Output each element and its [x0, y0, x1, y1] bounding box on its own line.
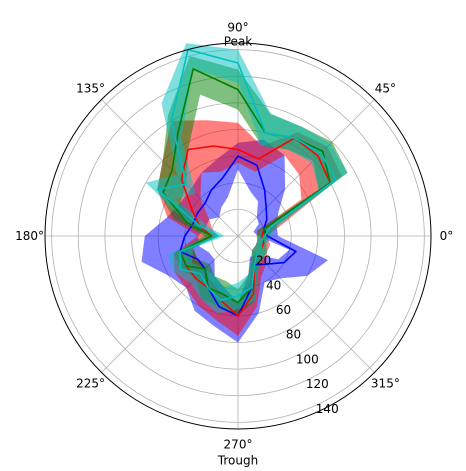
radial-tick-label-120: 120: [306, 377, 329, 391]
radial-tick-label-140: 140: [316, 402, 339, 416]
angle-tick-label-315: 315°: [371, 376, 400, 390]
tick-labels: 0° 45° 90° 135° 180° 225° 270° 315° Peak Trough 20…: [15, 21, 453, 468]
radial-tick-label-100: 100: [296, 352, 319, 366]
radial-tick-label-40: 40: [266, 278, 281, 292]
angular-grid-line-5: [101, 235, 239, 373]
series-0-band: [141, 139, 328, 343]
angle-annotation-trough: Trough: [217, 453, 258, 467]
angle-tick-label-90: 90°: [227, 21, 248, 35]
series-3-line: [156, 48, 337, 302]
angle-tick-label-135: 135°: [76, 82, 105, 96]
angle-tick-label-180: 180°: [15, 229, 44, 243]
angle-tick-label-270: 270°: [224, 437, 253, 451]
angle-tick-label-225: 225°: [76, 376, 105, 390]
angle-tick-label-0: 0°: [440, 229, 454, 243]
radial-tick-label-80: 80: [286, 328, 301, 342]
angle-annotation-peak: Peak: [224, 35, 253, 49]
series-layer: [141, 43, 348, 343]
angle-tick-label-45: 45°: [375, 82, 396, 96]
radial-tick-label-20: 20: [256, 254, 271, 268]
radial-tick-label-60: 60: [276, 303, 291, 317]
polar-outer-ring: [44, 42, 432, 430]
